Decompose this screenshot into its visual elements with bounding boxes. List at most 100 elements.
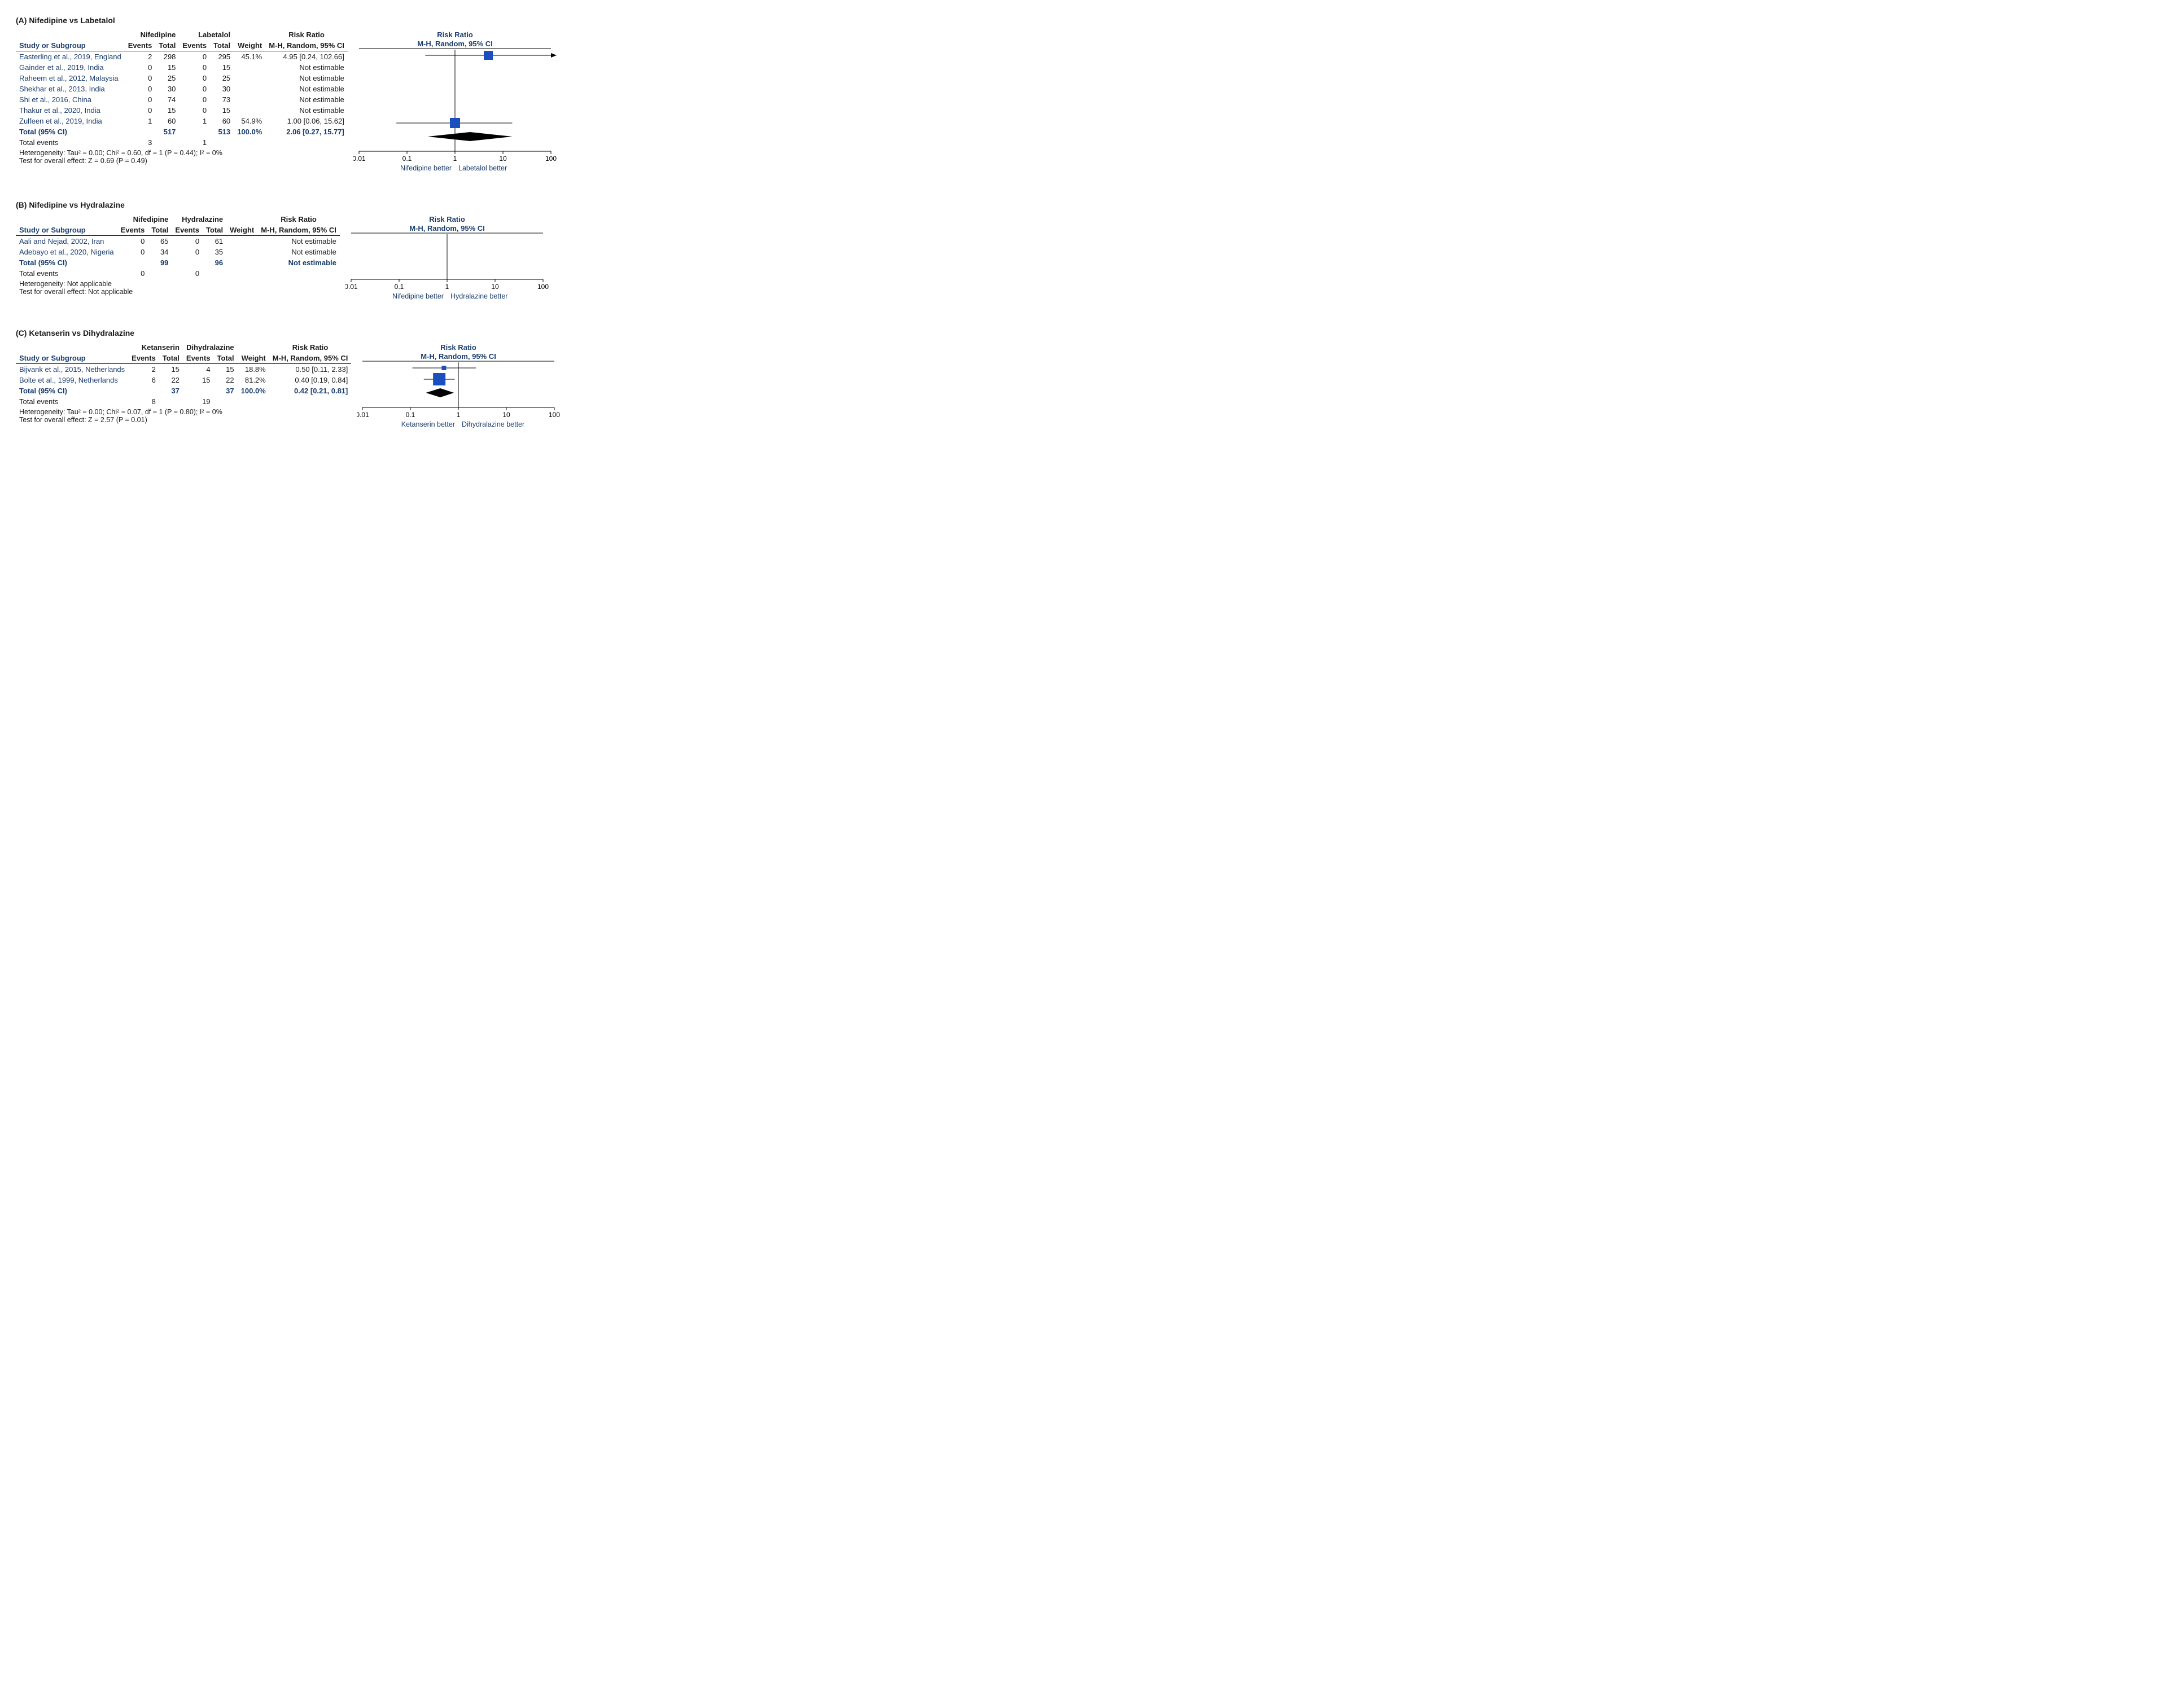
events2: 0 [179,84,210,94]
col-header: Study or Subgroup [16,225,117,236]
col-header: Total [155,40,179,51]
weight: 54.9% [234,116,265,126]
col-header: Total [159,353,183,364]
heterogeneity: Heterogeneity: Not applicable [19,280,336,288]
forest-plot: Risk RatioM-H, Random, 95% CI0.010.11101… [351,342,568,431]
study-name: Bolte et al., 1999, Netherlands [16,375,128,385]
study-name: Shekhar et al., 2013, India [16,84,125,94]
total2: 15 [210,105,234,116]
arm1-header: Nifedipine [125,29,180,40]
col-header: Total [210,40,234,51]
effect: Not estimable [257,236,340,247]
total1: 74 [155,94,179,105]
col-header: Events [125,40,156,51]
total1: 65 [148,236,172,247]
effect: Not estimable [265,94,348,105]
total-events-e2: 19 [183,396,214,407]
plot-title: Risk Ratio [429,215,465,223]
total-events-e2: 1 [179,137,210,148]
events2: 0 [172,236,203,247]
forest-plot: Risk RatioM-H, Random, 95% CI0.010.11101… [340,214,557,303]
effect: Not estimable [265,84,348,94]
weight: 45.1% [234,51,265,63]
events2: 0 [179,51,210,63]
total-events-row: Total events3 1 [16,137,348,148]
arm2-header: Labetalol [179,29,234,40]
total-label: Total (95% CI) [16,385,128,396]
plot-subtitle: M-H, Random, 95% CI [421,352,497,361]
favor-right-label: Dihydralazine better [462,420,524,428]
events1: 1 [125,116,156,126]
weight [234,73,265,84]
plot-title: Risk Ratio [441,343,477,352]
axis-tick-label: 100 [545,155,557,163]
study-row: Bolte et al., 1999, Netherlands622152281… [16,375,351,385]
study-row: Raheem et al., 2012, Malaysia025025Not e… [16,73,348,84]
heterogeneity: Heterogeneity: Tau² = 0.00; Chi² = 0.07,… [19,408,348,416]
total2: 35 [203,247,226,257]
study-name: Gainder et al., 2019, India [16,62,125,73]
weight [226,247,257,257]
total2: 295 [210,51,234,63]
total-diamond [428,132,513,141]
overall-test: Test for overall effect: Not applicable [19,288,336,296]
weight [226,236,257,247]
total-events-e1: 3 [125,137,156,148]
events1: 0 [125,73,156,84]
col-header: Total [214,353,238,364]
favor-right-label: Hydralazine better [450,292,507,300]
total1: 30 [155,84,179,94]
arm1-header: Nifedipine [117,214,172,225]
axis-tick-label: 10 [503,411,511,419]
total-row: Total (95% CI)517513100.0%2.06 [0.27, 15… [16,126,348,137]
events1: 0 [125,62,156,73]
col-header: Weight [234,40,265,51]
col-header: Events [172,225,203,236]
study-row: Shekhar et al., 2013, India030030Not est… [16,84,348,94]
effect: 1.00 [0.06, 15.62] [265,116,348,126]
events1: 2 [125,51,156,63]
col-header: M-H, Random, 95% CI [257,225,340,236]
col-header: Weight [226,225,257,236]
total1: 22 [159,375,183,385]
axis-tick-label: 10 [491,283,499,291]
axis-tick-label: 0.01 [345,283,358,291]
col-header: Study or Subgroup [16,40,125,51]
weight [234,84,265,94]
events2: 0 [179,94,210,105]
total-label: Total (95% CI) [16,257,117,268]
col-header: Events [128,353,159,364]
study-row: Easterling et al., 2019, England22980295… [16,51,348,63]
events2: 0 [179,62,210,73]
forest-plot-svg: Risk RatioM-H, Random, 95% CI0.010.11101… [357,342,568,431]
effect: 0.50 [0.11, 2.33] [269,364,352,375]
events1: 0 [125,84,156,94]
total-events-row: Total events00 [16,268,340,279]
events1: 0 [117,236,148,247]
col-header: Weight [238,353,269,364]
total-effect: Not estimable [257,257,340,268]
study-row: Shi et al., 2016, China074073Not estimab… [16,94,348,105]
total-events-label: Total events [16,396,128,407]
favor-left-label: Ketanserin better [401,420,455,428]
forest-plot: Risk RatioM-H, Random, 95% CI0.010.11101… [348,29,564,175]
axis-tick-label: 100 [537,283,549,291]
point-marker [450,118,460,128]
plot-subtitle: M-H, Random, 95% CI [409,224,485,233]
study-name: Thakur et al., 2020, India [16,105,125,116]
point-marker [434,373,446,385]
study-row: Thakur et al., 2020, India015015Not esti… [16,105,348,116]
total-events-label: Total events [16,137,125,148]
panel-title: (B) Nifedipine vs Hydralazine [16,200,2168,209]
forest-plot-svg: Risk RatioM-H, Random, 95% CI0.010.11101… [345,214,557,303]
arm2-header: Dihydralazine [183,342,238,353]
study-name: Shi et al., 2016, China [16,94,125,105]
events2: 0 [172,247,203,257]
events1: 6 [128,375,159,385]
study-name: Bijvank et al., 2015, Netherlands [16,364,128,375]
forest-plot-svg: Risk RatioM-H, Random, 95% CI0.010.11101… [353,29,564,175]
events1: 2 [128,364,159,375]
study-row: Bijvank et al., 2015, Netherlands2154151… [16,364,351,375]
study-row: Adebayo et al., 2020, Nigeria034035Not e… [16,247,340,257]
total2: 30 [210,84,234,94]
